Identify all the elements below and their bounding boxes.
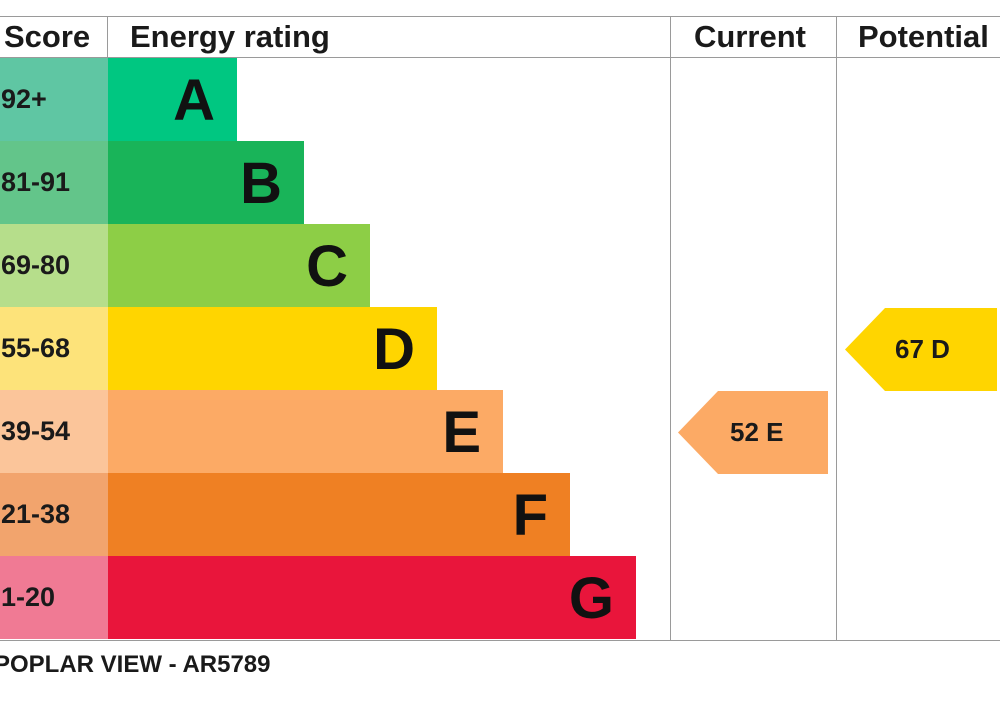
band-bar-a: A: [108, 58, 237, 141]
band-bar-c: C: [108, 224, 370, 307]
header-score: Score: [4, 19, 91, 54]
potential-rating-label: 67 D: [895, 334, 950, 364]
top-border: [0, 16, 1000, 17]
header-current: Current: [694, 19, 806, 54]
score-range-f: 21-38: [0, 473, 108, 556]
band-bar-f: F: [108, 473, 570, 556]
score-range-b: 81-91: [0, 141, 108, 224]
band-letter-f: F: [512, 483, 548, 548]
potential-arrow-shape: [845, 308, 997, 391]
band-letter-b: B: [240, 151, 282, 216]
band-bar-g: G: [108, 556, 636, 639]
score-range-e: 39-54: [0, 390, 108, 473]
band-bar-d: D: [108, 307, 437, 390]
band-letter-c: C: [306, 234, 348, 299]
property-reference: POPLAR VIEW - AR5789: [0, 651, 271, 678]
current-rating-label: 52 E: [730, 417, 784, 447]
score-range-d: 55-68: [0, 307, 108, 390]
potential-rating-arrow: 67 D: [845, 308, 997, 391]
score-range-a: 92+: [0, 58, 108, 141]
divider-current: [670, 16, 671, 641]
current-arrow-shape: [678, 391, 828, 474]
score-range-g: 1-20: [0, 556, 108, 639]
divider-potential: [836, 16, 837, 641]
band-letter-d: D: [373, 317, 415, 382]
header-potential: Potential: [858, 19, 989, 54]
band-letter-e: E: [442, 400, 481, 465]
band-letter-a: A: [173, 68, 215, 133]
band-letter-g: G: [568, 566, 614, 631]
header-divider: [0, 57, 1000, 58]
divider-score: [107, 16, 108, 58]
header-energy-rating: Energy rating: [130, 19, 330, 54]
current-rating-arrow: 52 E: [678, 391, 828, 474]
band-bar-e: E: [108, 390, 503, 473]
band-bar-b: B: [108, 141, 304, 224]
score-range-c: 69-80: [0, 224, 108, 307]
bottom-border: [0, 640, 1000, 641]
